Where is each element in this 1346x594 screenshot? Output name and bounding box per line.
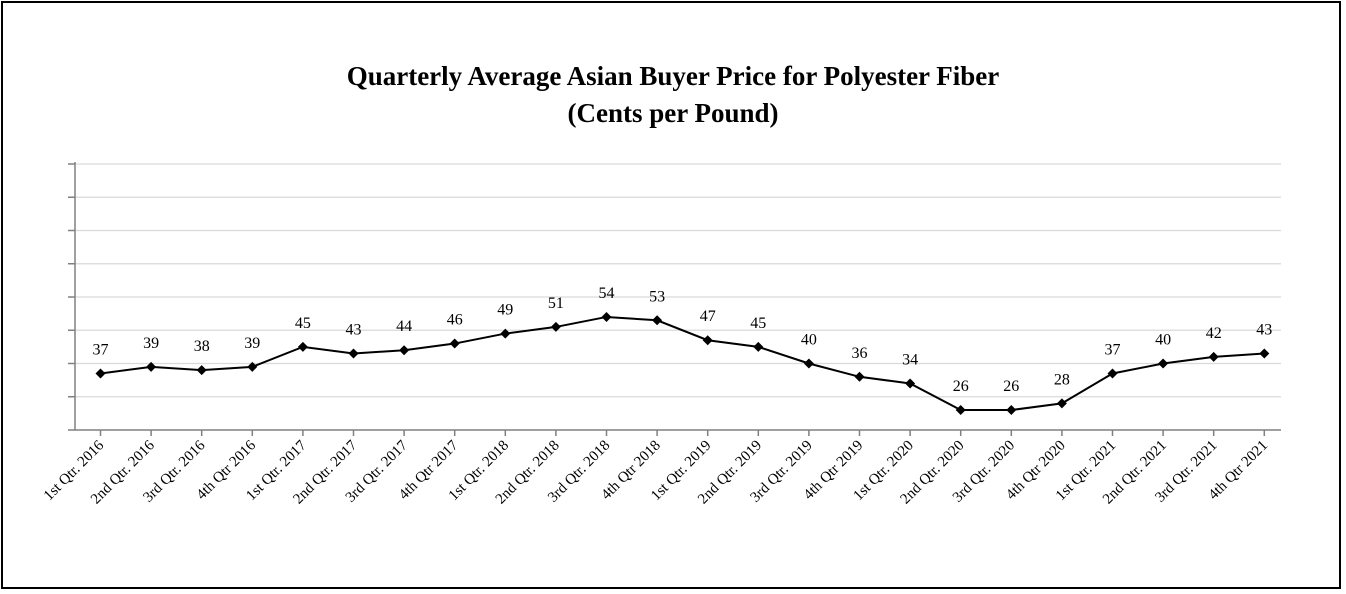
data-point-marker xyxy=(905,378,916,389)
data-point-marker xyxy=(1107,368,1118,379)
data-label: 36 xyxy=(852,345,868,362)
data-label: 42 xyxy=(1206,325,1222,342)
data-point-marker xyxy=(1056,398,1067,409)
data-label: 47 xyxy=(700,308,716,325)
data-label: 34 xyxy=(902,351,918,368)
data-label: 53 xyxy=(649,288,665,305)
data-point-marker xyxy=(196,365,207,376)
data-label: 28 xyxy=(1054,371,1070,388)
data-point-marker xyxy=(601,311,612,322)
data-point-marker xyxy=(702,335,713,346)
data-label: 43 xyxy=(1256,322,1272,339)
data-label: 40 xyxy=(801,332,817,349)
data-point-marker xyxy=(348,348,359,359)
data-label: 49 xyxy=(497,302,513,319)
data-point-marker xyxy=(652,315,663,326)
data-point-marker xyxy=(753,341,764,352)
axes xyxy=(68,162,1281,436)
data-point-marker xyxy=(297,341,308,352)
data-label: 37 xyxy=(1105,341,1121,358)
data-label: 51 xyxy=(548,295,564,312)
data-point-marker xyxy=(449,338,460,349)
data-point-marker xyxy=(95,368,106,379)
series xyxy=(95,311,1270,416)
data-point-marker xyxy=(500,328,511,339)
data-point-marker xyxy=(1208,351,1219,362)
data-label: 44 xyxy=(396,318,412,335)
data-point-marker xyxy=(247,361,258,372)
data-label: 26 xyxy=(1003,378,1019,395)
data-label: 54 xyxy=(599,285,615,302)
data-point-marker xyxy=(146,361,157,372)
data-label: 45 xyxy=(750,315,766,332)
chart-subtitle: (Cents per Pound) xyxy=(567,98,779,128)
data-label: 39 xyxy=(143,335,159,352)
data-label: 37 xyxy=(93,341,109,358)
data-label: 40 xyxy=(1155,332,1171,349)
data-label: 38 xyxy=(194,338,210,355)
data-labels: 37 39 38 39 45 43 44 46 49 51 54 53 47 45 40 36 34 26 26 28… xyxy=(93,285,1273,395)
data-label: 26 xyxy=(953,378,969,395)
data-point-marker xyxy=(550,321,561,332)
gridlines xyxy=(75,163,1281,398)
data-point-marker xyxy=(399,345,410,356)
data-point-marker xyxy=(1006,405,1017,416)
data-point-marker xyxy=(955,405,966,416)
data-point-marker xyxy=(1158,358,1169,369)
data-label: 46 xyxy=(447,312,463,329)
series-line xyxy=(100,315,1265,412)
data-label: 43 xyxy=(346,322,362,339)
chart-title: Quarterly Average Asian Buyer Price for … xyxy=(346,61,1000,91)
data-point-marker xyxy=(803,358,814,369)
data-point-marker xyxy=(1259,348,1270,359)
data-label: 39 xyxy=(244,335,260,352)
data-label: 45 xyxy=(295,315,311,332)
data-point-marker xyxy=(854,371,865,382)
